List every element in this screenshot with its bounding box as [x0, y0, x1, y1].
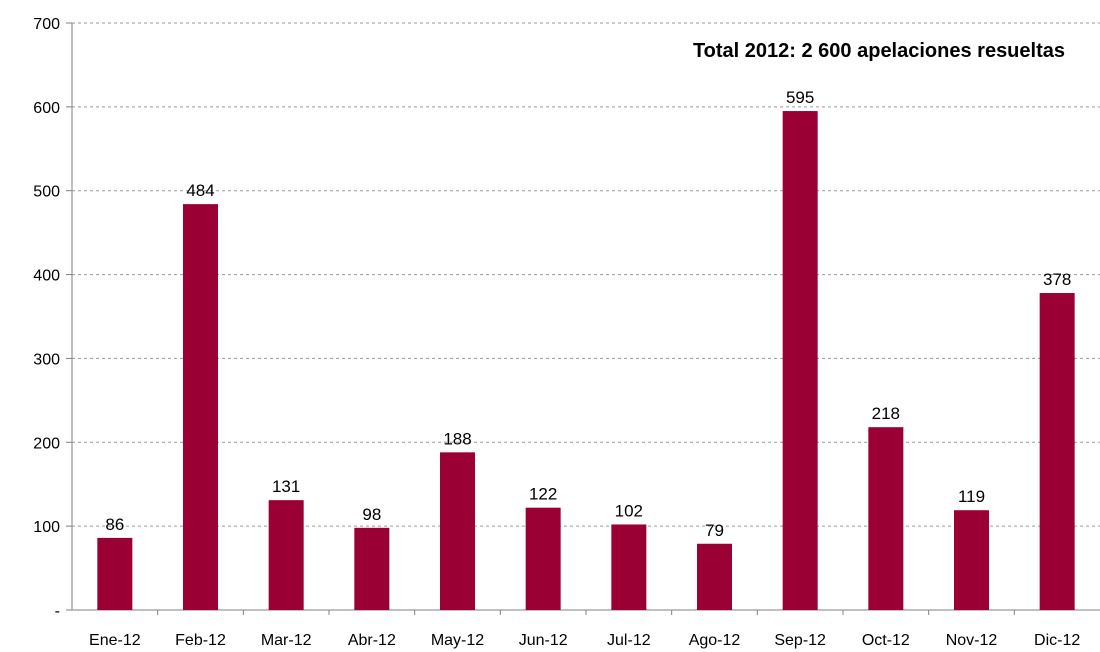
data-labels: 86 484 131 98 188 122 102 79 595 218 119 378 — [105, 88, 1071, 540]
bar-ene-12 — [97, 537, 133, 610]
y-tick-label: 300 — [33, 351, 60, 368]
data-label-ago-12: 79 — [705, 521, 724, 540]
bar-jun-12 — [525, 507, 561, 610]
x-tick-label: Jun-12 — [519, 632, 568, 649]
y-tick-label: 700 — [33, 16, 60, 33]
bars — [97, 111, 1075, 611]
bar-jul-12 — [611, 524, 647, 610]
x-tick-label: Jul-12 — [607, 632, 651, 649]
data-label-abr-12: 98 — [362, 505, 381, 524]
data-label-dic-12: 378 — [1043, 270, 1071, 289]
bar-nov-12 — [954, 510, 989, 610]
chart-title: Total 2012: 2 600 apelaciones resueltas — [693, 40, 1065, 62]
data-label-may-12: 188 — [443, 429, 471, 448]
bar-feb-12 — [183, 204, 218, 611]
data-label-jun-12: 122 — [529, 485, 557, 504]
x-tick-label: Dic-12 — [1034, 632, 1080, 649]
x-tick-label: Abr-12 — [348, 632, 396, 649]
data-label-ene-12: 86 — [105, 515, 124, 534]
y-tick-label: - — [55, 603, 60, 620]
y-tick-label: 200 — [33, 435, 60, 452]
tick-labels: - 100 200 300 400 500 600 700 Ene-12 Feb-12 Mar-12… — [33, 16, 1080, 649]
x-tick-label: Ago-12 — [689, 632, 741, 649]
x-tick-label: Ene-12 — [89, 632, 141, 649]
data-label-jul-12: 102 — [615, 501, 643, 520]
bar-abr-12 — [354, 527, 390, 610]
x-tick-label: May-12 — [431, 632, 484, 649]
axes — [66, 22, 1100, 615]
x-tick-label: Nov-12 — [946, 632, 998, 649]
data-label-sep-12: 595 — [786, 88, 814, 107]
data-label-oct-12: 218 — [872, 404, 900, 423]
y-tick-label: 500 — [33, 184, 60, 201]
bar-may-12 — [440, 452, 475, 610]
y-tick-label: 100 — [33, 519, 60, 536]
y-tick-label: 400 — [33, 268, 60, 285]
x-tick-label: Feb-12 — [175, 632, 226, 649]
data-label-mar-12: 131 — [272, 477, 300, 496]
data-label-feb-12: 484 — [186, 181, 214, 200]
bar-sep-12 — [782, 111, 818, 611]
data-label-nov-12: 119 — [958, 487, 985, 506]
x-tick-label: Mar-12 — [261, 632, 312, 649]
bar-ago-12 — [697, 543, 732, 610]
bar-oct-12 — [868, 427, 904, 610]
bar-mar-12 — [268, 500, 304, 610]
bar-dic-12 — [1039, 293, 1075, 610]
x-tick-label: Sep-12 — [774, 632, 826, 649]
y-tick-label: 600 — [33, 100, 60, 117]
x-tick-label: Oct-12 — [862, 632, 910, 649]
gridlines — [72, 22, 1100, 527]
